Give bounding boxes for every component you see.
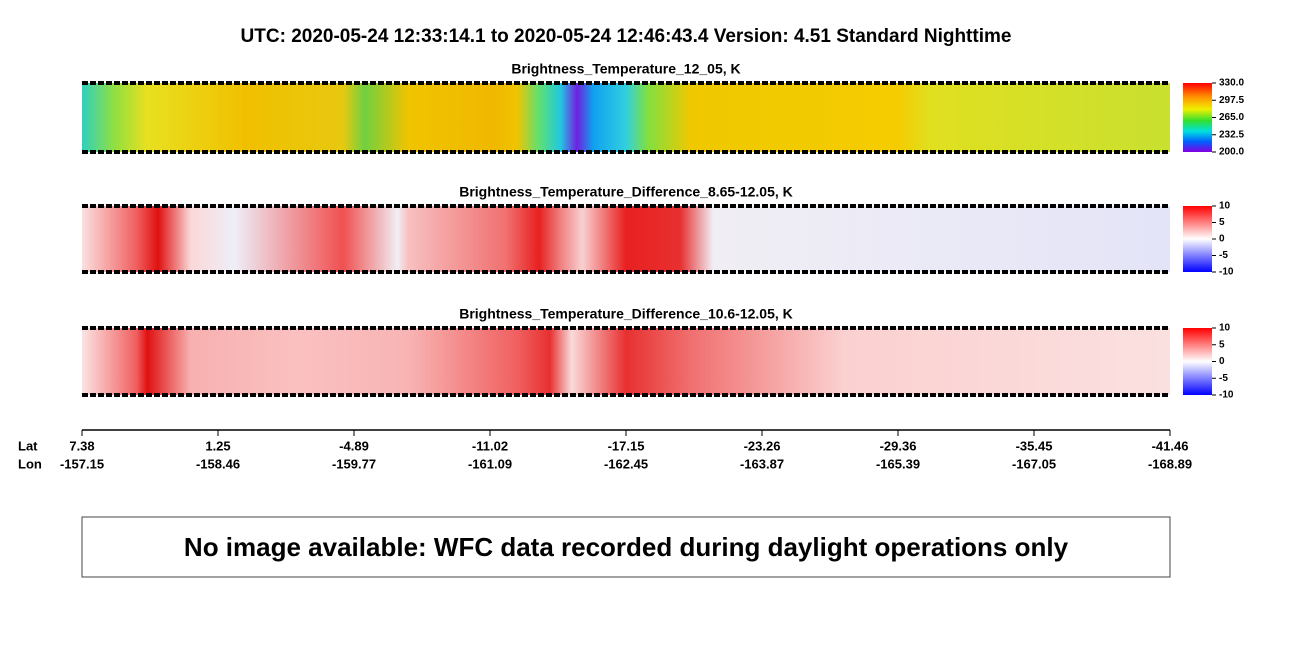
lat-tick-label: -17.15 (608, 438, 645, 453)
colorbar-label: -10 (1219, 267, 1234, 278)
colorbar (1183, 328, 1212, 395)
notice-box (81, 516, 1171, 578)
swath-image (82, 328, 1170, 395)
colorbar-label: 330.0 (1219, 78, 1244, 89)
lat-tick-label: 7.38 (69, 438, 94, 453)
colorbar-label: 10 (1219, 323, 1231, 334)
lat-tick-label: -35.45 (1016, 438, 1053, 453)
notice: No image available: WFC data recorded du… (184, 532, 1069, 562)
lon-tick-label: -163.87 (740, 456, 784, 471)
lat-label: Lat (18, 438, 38, 453)
lon-tick-label: -161.09 (468, 456, 512, 471)
colorbar-label: -5 (1219, 373, 1228, 384)
swath-image (82, 206, 1170, 272)
panel-title: Brightness_Temperature_12_05, K (511, 61, 740, 77)
colorbar-label: -5 (1219, 250, 1228, 261)
lon-tick-label: -168.89 (1148, 456, 1192, 471)
lat-tick-label: -11.02 (472, 438, 508, 453)
colorbar-label: 0 (1219, 356, 1225, 367)
colorbar-label: 232.5 (1219, 129, 1244, 140)
colorbar (1183, 206, 1212, 272)
lon-tick-label: -158.46 (196, 456, 240, 471)
colorbar-label: 265.0 (1219, 112, 1244, 123)
colorbar-label: 5 (1219, 339, 1225, 350)
lon-tick-label: -159.77 (332, 456, 376, 471)
colorbar (1183, 83, 1212, 152)
colorbar-label: 10 (1219, 201, 1231, 212)
colorbar-label: 0 (1219, 234, 1225, 245)
colorbar-label: 297.5 (1219, 95, 1244, 106)
lon-label: Lon (18, 456, 42, 471)
lat-tick-label: -29.36 (880, 438, 917, 453)
colorbar-label: 5 (1219, 217, 1225, 228)
lon-tick-label: -165.39 (876, 456, 920, 471)
lat-tick-label: -4.89 (339, 438, 369, 453)
main-title: UTC: 2020-05-24 12:33:14.1 to 2020-05-24… (241, 26, 1012, 47)
lat-tick-label: -41.46 (1152, 438, 1189, 453)
lon-tick-label: -157.15 (60, 456, 104, 471)
swath-image (82, 83, 1170, 152)
colorbar-label: 200.0 (1219, 147, 1244, 158)
lat-tick-label: 1.25 (205, 438, 230, 453)
panel-title: Brightness_Temperature_Difference_10.6-1… (459, 306, 793, 322)
lon-tick-label: -162.45 (604, 456, 648, 471)
lat-tick-label: -23.26 (744, 438, 781, 453)
panel-title: Brightness_Temperature_Difference_8.65-1… (459, 184, 793, 200)
lon-tick-label: -167.05 (1012, 456, 1056, 471)
colorbar-label: -10 (1219, 390, 1234, 401)
